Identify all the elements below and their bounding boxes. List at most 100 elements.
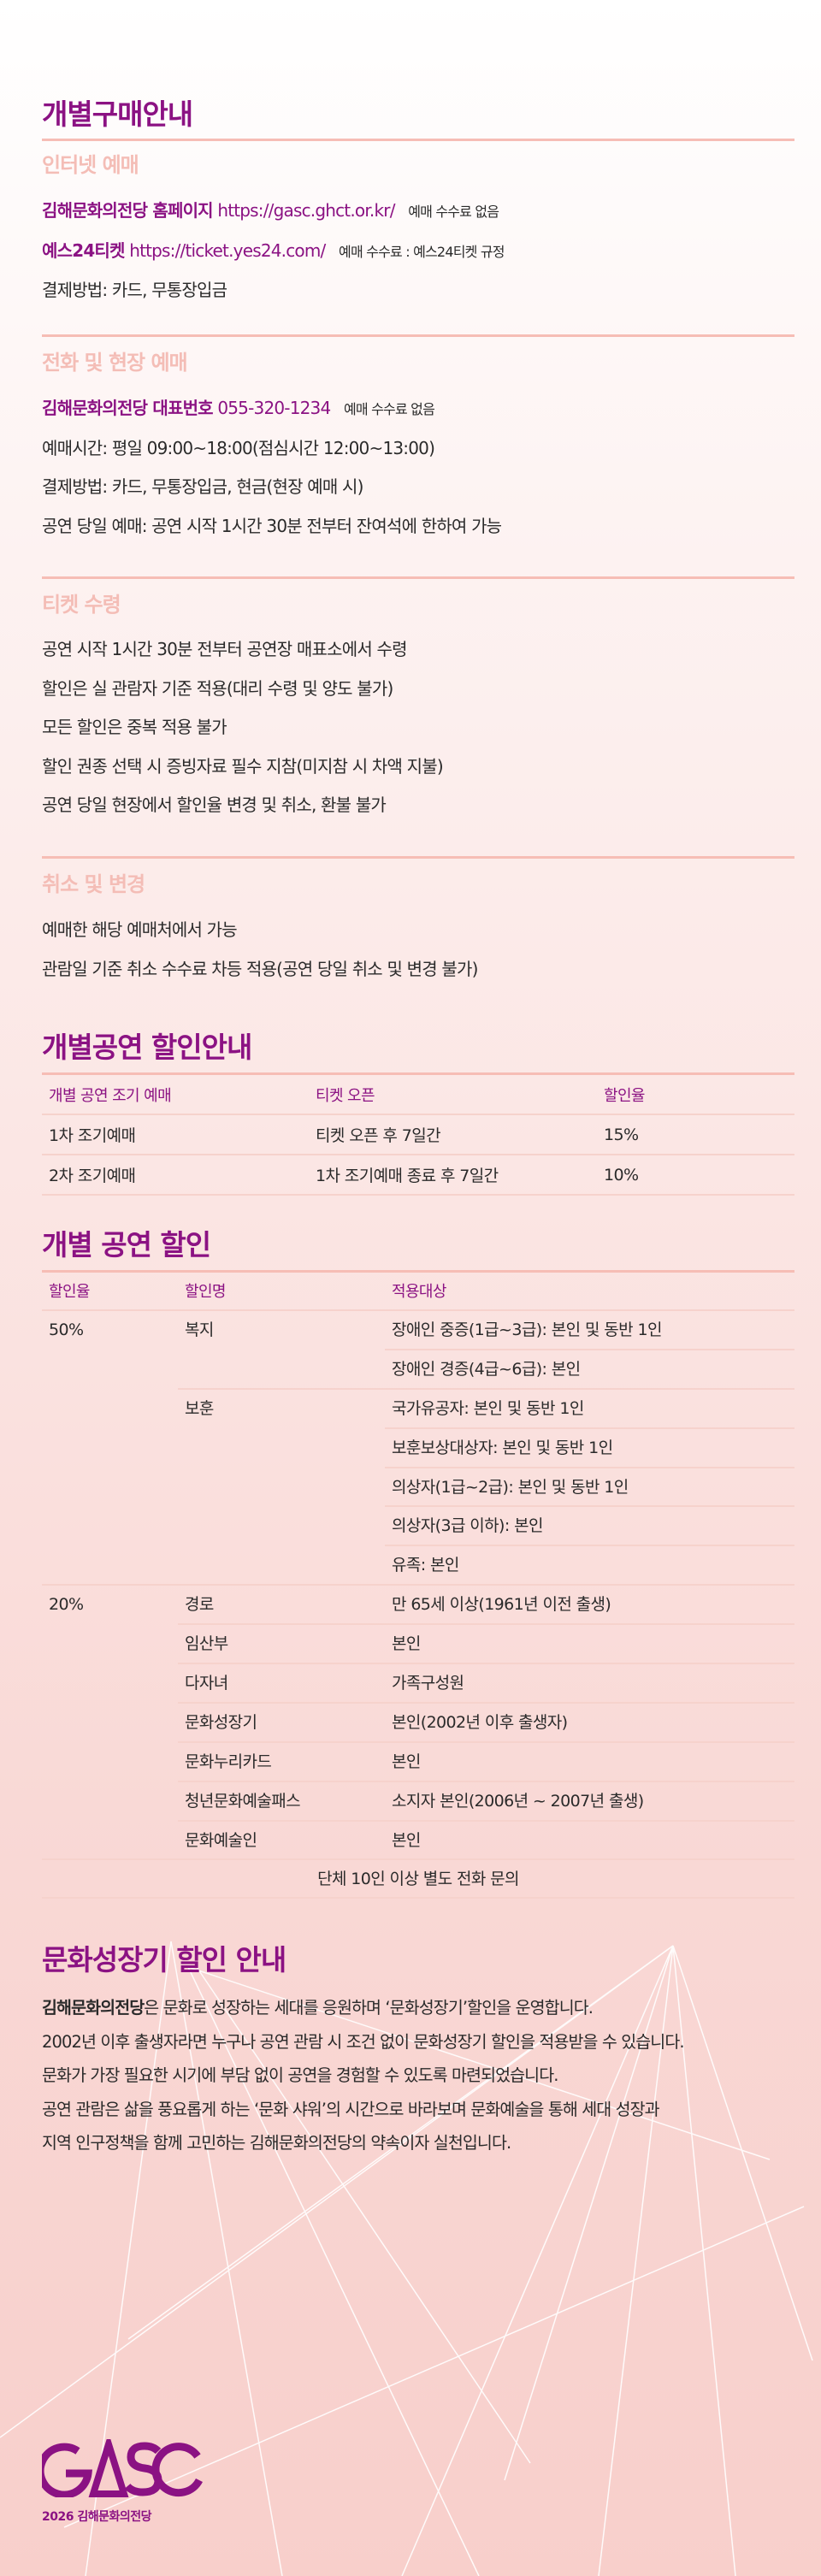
list-item: 공연 시작 1시간 30분 전부터 공연장 매표소에서 수령 (42, 639, 407, 659)
col-header: 할인율 (49, 1283, 90, 1301)
table-row: 20% 경로 만 65세 이상(1961년 이전 출생) (42, 1586, 794, 1626)
table-row: 의상자(3급 이하): 본인 (42, 1507, 794, 1547)
row-divider (178, 1780, 794, 1782)
discount-target: 소지자 본인(2006년 ~ 2007년 출생) (392, 1791, 644, 1811)
discount-name: 문화누리카드 (185, 1752, 272, 1771)
ticket-list: 공연 시작 1시간 30분 전부터 공연장 매표소에서 수령 할인은 실 관람자… (42, 630, 794, 825)
homepage-fee-note: 예매 수수료 없음 (408, 204, 499, 220)
list-item: 할인 권종 선택 시 증빙자료 필수 지참(미지참 시 차액 지불) (42, 755, 444, 777)
list-item: 공연 당일 현장에서 할인율 변경 및 취소, 환불 불가 (42, 795, 387, 815)
table-row: 장애인 경증(4급~6급): 본인 (42, 1350, 794, 1390)
col-header: 티켓 오픈 (309, 1075, 597, 1115)
phone-label: 김해문화의전당 대표번호 (42, 398, 214, 418)
row-divider (178, 1663, 794, 1665)
yes24-line: 예스24티켓 https://ticket.yes24.com/ 예매 수수료 … (42, 232, 794, 272)
youth-lead: 김해문화의전당은 문화로 성장하는 세대를 응원하며 ‘문화성장기’할인을 운영… (42, 1991, 794, 2025)
row-divider (385, 1545, 794, 1547)
cell: 2차 조기예매 (42, 1155, 309, 1196)
internet-heading: 인터넷 예매 (42, 153, 139, 177)
youth-title: 문화성장기 할인 안내 (42, 1943, 286, 1976)
table-row: 1차 조기예매 티켓 오픈 후 7일간 15% (42, 1114, 794, 1155)
discount-target: 만 65세 이상(1961년 이전 출생) (392, 1595, 611, 1615)
divider (42, 576, 794, 579)
table-header: 개별 공연 조기 예매 티켓 오픈 할인율 (42, 1075, 794, 1115)
page-title: 개별구매안내 (42, 97, 193, 131)
youth-line: 공연 관람은 삶을 풍요롭게 하는 ‘문화 샤워’의 시간으로 바라보며 문화예… (42, 2099, 660, 2119)
phone-heading: 전화 및 현장 예매 (42, 351, 188, 375)
table-row: 문화예술인 본인 (42, 1822, 794, 1861)
table-row: 2차 조기예매 1차 조기예매 종료 후 7일간 10% (42, 1155, 794, 1196)
divider (42, 334, 794, 337)
internet-payment: 결제방법: 카드, 무통장입금 (42, 280, 227, 300)
internet-list: 김해문화의전당 홈페이지 https://gasc.ghct.or.kr/ 예매… (42, 192, 794, 310)
discount-name: 보훈 (185, 1398, 214, 1418)
discount-name: 문화성장기 (185, 1712, 257, 1732)
cell: 1차 조기예매 (42, 1114, 309, 1155)
col-header: 할인명 (185, 1283, 226, 1301)
youth-line: 문화가 가장 필요한 시기에 부담 없이 공연을 경험할 수 있도록 마련되었습… (42, 2065, 558, 2085)
gasc-logo (42, 2439, 203, 2497)
row-divider (178, 1701, 794, 1704)
cancel-heading: 취소 및 변경 (42, 872, 145, 896)
table-row: 50% 복지 장애인 중증(1급~3급): 본인 및 동반 1인 (42, 1311, 794, 1350)
row-divider (385, 1427, 794, 1429)
early-table-wrap: 개별 공연 조기 예매 티켓 오픈 할인율 1차 조기예매 티켓 오픈 후 7일… (42, 1072, 794, 1196)
venue-name: 김해문화의전당 (42, 1998, 145, 2018)
row-divider (178, 1740, 794, 1743)
discount-target: 본인 (392, 1830, 421, 1850)
row-divider (178, 1819, 794, 1822)
discount-target: 의상자(1급~2급): 본인 및 동반 1인 (392, 1477, 629, 1497)
youth-lead-text: 은 문화로 성장하는 세대를 응원하며 ‘문화성장기’할인을 운영합니다. (144, 1998, 594, 2018)
table-row: 의상자(1급~2급): 본인 및 동반 1인 (42, 1468, 794, 1508)
table-row: 다자녀 가족구성원 (42, 1664, 794, 1704)
table-row: 임산부 본인 (42, 1625, 794, 1665)
discount-name: 임산부 (185, 1634, 228, 1654)
row-divider (385, 1505, 794, 1508)
discount-target: 장애인 중증(1급~3급): 본인 및 동반 1인 (392, 1320, 662, 1339)
phone-fee-note: 예매 수수료 없음 (343, 401, 435, 417)
list-item: 관람일 기준 취소 수수료 차등 적용(공연 당일 취소 및 변경 불가) (42, 958, 478, 979)
discount-name: 청년문화예술패스 (185, 1791, 301, 1811)
row-divider (42, 1858, 794, 1861)
discount-table: 할인율 할인명 적용대상 50% 복지 장애인 중증(1급~3급): 본인 및 동반 1인… (42, 1273, 794, 1900)
discount-target: 의상자(3급 이하): 본인 (392, 1516, 543, 1536)
divider (42, 139, 794, 141)
yes24-label: 예스24티켓 (42, 239, 125, 261)
discount-rate: 20% (49, 1595, 84, 1615)
cancel-list: 예매한 해당 예매처에서 가능 관람일 기준 취소 수수료 차등 적용(공연 당… (42, 911, 794, 989)
homepage-label: 김해문화의전당 홈페이지 (42, 200, 214, 221)
youth-line: 지역 인구정책을 함께 고민하는 김해문화의전당의 약속이자 실천입니다. (42, 2133, 511, 2153)
discount-name: 다자녀 (185, 1674, 228, 1693)
homepage-link[interactable]: https://gasc.ghct.or.kr/ (217, 200, 395, 221)
discount-target: 보훈보상대상자: 본인 및 동반 1인 (392, 1438, 613, 1457)
col-header: 개별 공연 조기 예매 (42, 1075, 309, 1115)
yes24-link[interactable]: https://ticket.yes24.com/ (129, 239, 326, 261)
group-note: 단체 10인 이상 별도 전화 문의 (317, 1870, 519, 1889)
discount-target: 가족구성원 (392, 1674, 464, 1693)
phone-line: 김해문화의전당 대표번호 055-320-1234 예매 수수료 없음 (42, 389, 794, 429)
youth-paragraph: 김해문화의전당은 문화로 성장하는 세대를 응원하며 ‘문화성장기’할인을 운영… (42, 1991, 794, 2160)
divider (42, 856, 794, 859)
cell: 1차 조기예매 종료 후 7일간 (309, 1155, 597, 1196)
discount-rate: 50% (49, 1320, 84, 1339)
phone-payment: 결제방법: 카드, 무통장입금, 현금(현장 예매 시) (42, 476, 363, 497)
discount-target: 국가유공자: 본인 및 동반 1인 (392, 1398, 584, 1418)
table-row: 보훈 국가유공자: 본인 및 동반 1인 (42, 1390, 794, 1429)
table-row: 청년문화예술패스 소지자 본인(2006년 ~ 2007년 출생) (42, 1782, 794, 1822)
list-item: 할인은 실 관람자 기준 적용(대리 수령 및 양도 불가) (42, 677, 393, 699)
phone-list: 김해문화의전당 대표번호 055-320-1234 예매 수수료 없음 예매시간… (42, 389, 794, 546)
row-divider (42, 1897, 794, 1900)
discount-title: 개별 공연 할인 (42, 1228, 211, 1261)
yes24-fee-note: 예매 수수료 : 예스24티켓 규정 (339, 243, 505, 260)
discount-target: 본인 (392, 1752, 421, 1771)
list-item: 예매한 해당 예매처에서 가능 (42, 919, 238, 940)
same-day-booking: 공연 당일 예매: 공연 시작 1시간 30분 전부터 잔여석에 한하여 가능 (42, 515, 502, 536)
phone-number[interactable]: 055-320-1234 (217, 398, 331, 418)
ticket-heading: 티켓 수령 (42, 593, 121, 617)
row-divider (385, 1348, 794, 1350)
row-divider (178, 1623, 794, 1626)
row-divider (385, 1466, 794, 1468)
table-row: 유족: 본인 (42, 1546, 794, 1586)
phone-hours: 예매시간: 평일 09:00~18:00(점심시간 12:00~13:00) (42, 437, 435, 458)
